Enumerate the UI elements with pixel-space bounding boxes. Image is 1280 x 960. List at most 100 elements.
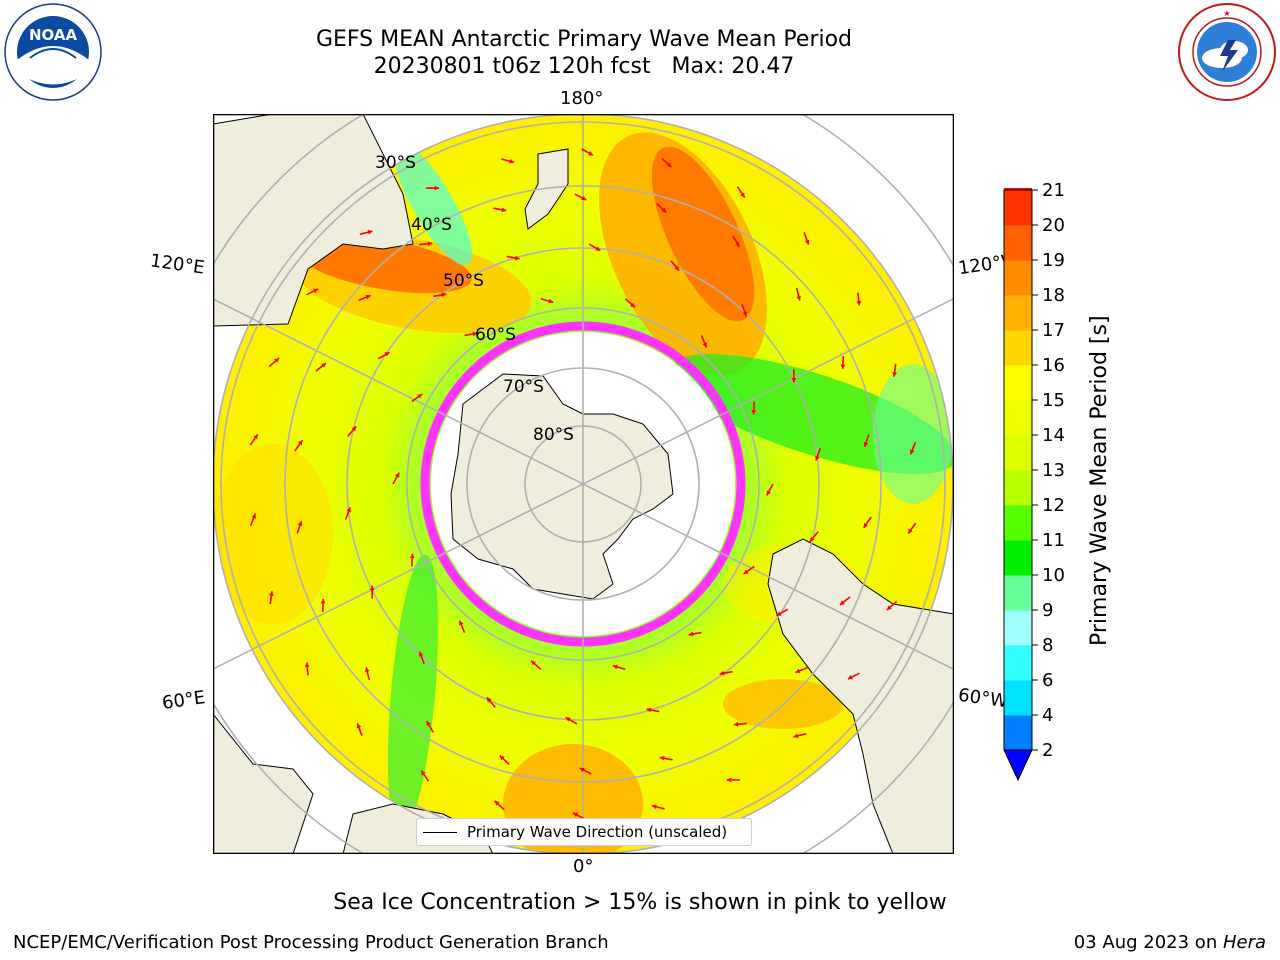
colorbar-tick-label: 9 <box>1042 600 1053 621</box>
wave-arrow-head <box>499 755 505 761</box>
colorbar-tick-label: 10 <box>1042 565 1065 586</box>
colorbar-tick-label: 4 <box>1042 705 1053 726</box>
legend-label: Primary Wave Direction (unscaled) <box>467 823 728 841</box>
wave-arrow-head <box>494 800 500 806</box>
wave-arrow-head <box>666 162 672 168</box>
lat-label-40s: 40°S <box>411 215 452 235</box>
wave-arrow-head <box>796 295 802 301</box>
wave-arrow-head <box>908 528 913 534</box>
colorbar: 2 4 6 8 9 10 11 12 13 14 15 16 17 18 19 20 21 <box>1003 180 1065 782</box>
colorbar-segment <box>1004 680 1032 716</box>
wave-arrow-head <box>427 241 433 247</box>
colorbar-tick-label: 21 <box>1042 180 1065 201</box>
lat-label-60s: 60°S <box>475 325 516 345</box>
colorbar-label: Primary Wave Mean Period [s] <box>1087 315 1112 646</box>
wave-arrow-head <box>395 472 400 478</box>
colorbar-tick-label: 14 <box>1042 425 1065 446</box>
chart-subtitle: 20230801 t06z 120h fcst Max: 20.47 <box>373 54 795 79</box>
wave-arrow-head <box>910 449 915 455</box>
colorbar-segment <box>1004 470 1032 506</box>
wave-arrow-head <box>417 393 423 399</box>
wave-arrow-head <box>421 770 426 776</box>
colorbar-segment <box>1004 190 1032 226</box>
wave-arrow-head <box>688 631 694 637</box>
wave-arrow-head <box>472 331 478 337</box>
colorbar-tick-label: 16 <box>1042 355 1065 376</box>
colorbar-extend-below <box>1003 749 1033 782</box>
colorbar-tick-label: 17 <box>1042 320 1065 341</box>
wave-arrow-head <box>458 620 464 626</box>
lat-label-80s: 80°S <box>533 425 574 445</box>
wave-arrow-head <box>509 158 515 164</box>
wave-arrow-head <box>776 611 782 616</box>
colorbar-tick-label: 15 <box>1042 390 1065 411</box>
wave-arrow-head <box>321 362 327 368</box>
wave-arrow-head <box>365 294 371 300</box>
wave-arrow-head <box>501 207 507 213</box>
wave-arrow-head <box>297 521 303 527</box>
wave-arrow-head <box>251 513 256 519</box>
lat-label-50s: 50°S <box>443 271 484 291</box>
colorbar-tick-label: 13 <box>1042 460 1065 481</box>
wave-arrow-head <box>766 490 771 496</box>
colorbar-segment <box>1004 540 1032 576</box>
lon-label-60e: 60°E <box>160 687 207 714</box>
nws-logo: ★ <box>1178 3 1276 101</box>
wave-arrow-head <box>320 598 326 604</box>
wave-arrow-head <box>630 302 636 308</box>
wave-arrow-head <box>418 651 424 657</box>
sea-ice-caption: Sea Ice Concentration > 15% is shown in … <box>333 890 947 915</box>
wave-arrow-head <box>253 434 258 440</box>
wave-arrow-head <box>815 455 820 461</box>
noaa-logo: NOAA <box>4 3 102 101</box>
wave-arrow-head <box>742 311 748 317</box>
lat-label-30s: 30°S <box>375 153 416 173</box>
colorbar-tick-label: 11 <box>1042 530 1065 551</box>
wave-arrow-head <box>579 767 585 773</box>
lon-label-180: 180° <box>560 88 604 109</box>
wave-arrow-head <box>548 298 554 304</box>
wave-arrow-head <box>486 697 492 703</box>
wave-arrow-head <box>674 265 680 271</box>
wave-arrow-head <box>892 372 897 377</box>
wave-arrow-head <box>304 662 310 668</box>
wave-arrow-head <box>651 804 657 810</box>
wave-arrow-head <box>733 721 739 727</box>
wave-arrow-head <box>743 569 749 575</box>
wave-arrow-head <box>726 777 732 783</box>
wave-arrow-head <box>886 605 892 610</box>
wave-arrow-head <box>274 358 280 363</box>
wave-arrow-head <box>659 755 665 761</box>
colorbar-segment <box>1004 400 1032 436</box>
colorbar-tick-label: 20 <box>1042 215 1065 236</box>
wave-arrow-head <box>791 377 797 383</box>
wave-arrow-head <box>581 195 587 201</box>
wave-arrow-head <box>804 239 810 245</box>
wave-arrow-head <box>839 600 845 606</box>
wave-arrow-head <box>313 288 319 294</box>
noaa-logo-text: NOAA <box>29 26 78 44</box>
wave-arrow-head <box>719 670 725 676</box>
colorbar-tick-label: 18 <box>1042 285 1065 306</box>
wave-arrow-head <box>441 292 447 298</box>
lon-label-120e: 120°E <box>148 250 206 279</box>
wave-arrow-head <box>297 440 303 446</box>
wave-arrow-head <box>514 255 520 261</box>
wave-arrow-head <box>434 185 440 191</box>
wave-arrow-head <box>740 192 745 198</box>
colorbar-segment <box>1004 295 1032 331</box>
wave-arrow-head <box>356 723 362 729</box>
colorbar-tick-label: 2 <box>1042 740 1053 761</box>
wave-arrow-head <box>863 522 869 528</box>
colorbar-segment <box>1004 505 1032 541</box>
colorbar-segment <box>1004 575 1032 611</box>
colorbar-segment <box>1004 330 1032 366</box>
wave-arrow-head <box>847 674 853 680</box>
wave-arrow-head <box>751 410 757 415</box>
colorbar-tick-label: 8 <box>1042 635 1053 656</box>
wave-arrow-head <box>409 553 415 558</box>
wave-arrow-head <box>369 585 375 591</box>
wave-arrow-head <box>346 507 351 513</box>
wave-arrow-head <box>702 342 708 348</box>
colorbar-tick-label: 6 <box>1042 670 1053 691</box>
